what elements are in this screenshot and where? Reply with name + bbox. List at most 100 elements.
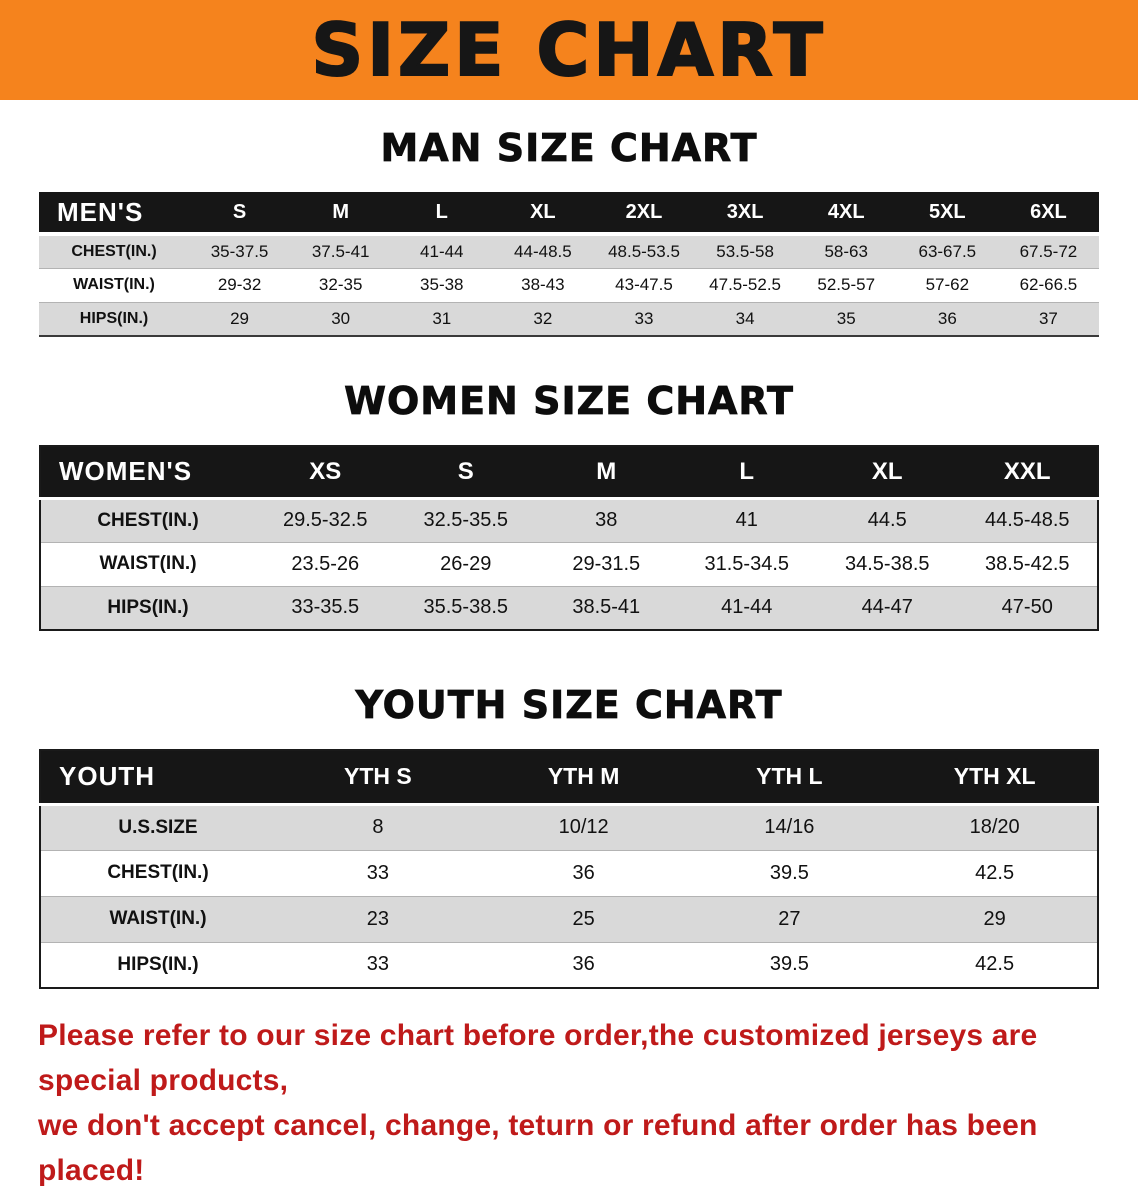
women-size-table: WOMEN'S XS S M L XL XXL CHEST(IN.) 29.5-32.5 32.5… xyxy=(39,445,1099,631)
measurement-value-cell: 25 xyxy=(480,896,687,943)
row-label-cell: HIPS(IN.) xyxy=(40,586,255,631)
measurement-value-cell: 33 xyxy=(593,302,695,337)
size-column-header: S xyxy=(189,192,291,236)
measurement-row: WAIST(IN.) 23 25 27 29 xyxy=(40,896,1098,943)
measurement-value-cell: 42.5 xyxy=(892,850,1098,897)
row-label-cell: WAIST(IN.) xyxy=(40,896,275,943)
measurement-row: HIPS(IN.) 29 30 31 32 33 34 35 36 37 xyxy=(39,302,1099,337)
measurement-row: WAIST(IN.) 29-32 32-35 35-38 38-43 43-47.5 47.… xyxy=(39,268,1099,303)
row-label-cell: HIPS(IN.) xyxy=(40,942,275,989)
measurement-value-cell: 31 xyxy=(391,302,493,337)
row-label-cell: CHEST(IN.) xyxy=(40,498,255,543)
measurement-row: CHEST(IN.) 29.5-32.5 32.5-35.5 38 41 44.5 44.5… xyxy=(40,498,1098,543)
measurement-value-cell: 34 xyxy=(694,302,796,337)
table-title-cell: WOMEN'S xyxy=(40,446,255,500)
size-chart-banner: SIZE CHART xyxy=(0,0,1138,100)
size-column-header: YTH S xyxy=(275,750,481,806)
measurement-value-cell: 47-50 xyxy=(957,586,1098,631)
row-label-cell: U.S.SIZE xyxy=(40,804,275,851)
measurement-value-cell: 47.5-52.5 xyxy=(694,268,796,303)
measurement-value-cell: 58-63 xyxy=(795,234,897,269)
size-column-header: 3XL xyxy=(694,192,796,236)
page-title: SIZE CHART xyxy=(310,8,827,92)
size-column-header: M xyxy=(290,192,392,236)
measurement-value-cell: 33-35.5 xyxy=(255,586,396,631)
measurement-value-cell: 29.5-32.5 xyxy=(255,498,396,543)
size-column-header: L xyxy=(676,446,817,500)
measurement-value-cell: 37 xyxy=(997,302,1099,337)
header-row: WOMEN'S XS S M L XL XXL xyxy=(40,446,1098,500)
measurement-value-cell: 29-31.5 xyxy=(536,542,677,587)
measurement-row: HIPS(IN.) 33-35.5 35.5-38.5 38.5-41 41-44 44-… xyxy=(40,586,1098,631)
measurement-value-cell: 52.5-57 xyxy=(795,268,897,303)
measurement-value-cell: 23 xyxy=(275,896,481,943)
measurement-value-cell: 36 xyxy=(480,942,687,989)
size-column-header: XL xyxy=(492,192,594,236)
measurement-value-cell: 35-37.5 xyxy=(189,234,291,269)
measurement-value-cell: 23.5-26 xyxy=(255,542,396,587)
disclaimer-line-2: we don't accept cancel, change, teturn o… xyxy=(38,1109,1038,1187)
measurement-value-cell: 38.5-41 xyxy=(536,586,677,631)
measurement-value-cell: 34.5-38.5 xyxy=(817,542,958,587)
header-row: YOUTH YTH S YTH M YTH L YTH XL xyxy=(40,750,1098,806)
measurement-value-cell: 35.5-38.5 xyxy=(395,586,536,631)
measurement-value-cell: 10/12 xyxy=(480,804,687,851)
measurement-value-cell: 43-47.5 xyxy=(593,268,695,303)
measurement-value-cell: 33 xyxy=(275,850,481,897)
size-column-header: XL xyxy=(817,446,958,500)
size-column-header: YTH XL xyxy=(892,750,1098,806)
measurement-value-cell: 14/16 xyxy=(686,804,893,851)
measurement-value-cell: 44-48.5 xyxy=(492,234,594,269)
measurement-value-cell: 27 xyxy=(686,896,893,943)
men-size-section: MAN SIZE CHART MEN'S S M L XL 2XL 3XL 4XL 5XL 6XL… xyxy=(0,126,1138,337)
measurement-value-cell: 35-38 xyxy=(391,268,493,303)
measurement-row: CHEST(IN.) 33 36 39.5 42.5 xyxy=(40,850,1098,897)
size-column-header: L xyxy=(391,192,493,236)
size-column-header: 4XL xyxy=(795,192,897,236)
measurement-value-cell: 44.5 xyxy=(817,498,958,543)
measurement-value-cell: 32 xyxy=(492,302,594,337)
size-column-header: YTH M xyxy=(480,750,687,806)
measurement-row: HIPS(IN.) 33 36 39.5 42.5 xyxy=(40,942,1098,989)
measurement-value-cell: 62-66.5 xyxy=(997,268,1099,303)
measurement-value-cell: 29 xyxy=(892,896,1098,943)
measurement-value-cell: 53.5-58 xyxy=(694,234,796,269)
table-title-cell: YOUTH xyxy=(40,750,275,806)
women-size-section: WOMEN SIZE CHART WOMEN'S XS S M L XL XXL CHEST(… xyxy=(0,379,1138,631)
youth-size-table: YOUTH YTH S YTH M YTH L YTH XL U.S.SIZE 8 10/12… xyxy=(39,749,1099,989)
measurement-value-cell: 26-29 xyxy=(395,542,536,587)
size-column-header: XS xyxy=(255,446,396,500)
measurement-value-cell: 37.5-41 xyxy=(290,234,392,269)
size-column-header: YTH L xyxy=(686,750,893,806)
youth-section-heading: YOUTH SIZE CHART xyxy=(355,683,783,728)
size-column-header: 6XL xyxy=(997,192,1099,236)
measurement-value-cell: 67.5-72 xyxy=(997,234,1099,269)
measurement-value-cell: 38 xyxy=(536,498,677,543)
table-title-cell: MEN'S xyxy=(39,192,189,236)
women-section-heading: WOMEN SIZE CHART xyxy=(344,379,794,424)
size-column-header: 5XL xyxy=(896,192,998,236)
size-column-header: 2XL xyxy=(593,192,695,236)
measurement-value-cell: 30 xyxy=(290,302,392,337)
measurement-value-cell: 29 xyxy=(189,302,291,337)
measurement-value-cell: 39.5 xyxy=(686,850,893,897)
measurement-value-cell: 8 xyxy=(275,804,481,851)
measurement-value-cell: 48.5-53.5 xyxy=(593,234,695,269)
measurement-value-cell: 42.5 xyxy=(892,942,1098,989)
measurement-value-cell: 18/20 xyxy=(892,804,1098,851)
measurement-value-cell: 41-44 xyxy=(676,586,817,631)
row-label-cell: CHEST(IN.) xyxy=(40,850,275,897)
youth-size-section: YOUTH SIZE CHART YOUTH YTH S YTH M YTH L YTH… xyxy=(0,683,1138,989)
measurement-value-cell: 32.5-35.5 xyxy=(395,498,536,543)
header-row: MEN'S S M L XL 2XL 3XL 4XL 5XL 6XL xyxy=(39,192,1099,236)
men-size-table: MEN'S S M L XL 2XL 3XL 4XL 5XL 6XL CHEST(IN.) 35-37… xyxy=(39,192,1099,337)
measurement-value-cell: 38.5-42.5 xyxy=(957,542,1098,587)
row-label-cell: CHEST(IN.) xyxy=(39,234,189,269)
measurement-value-cell: 63-67.5 xyxy=(896,234,998,269)
measurement-row: U.S.SIZE 8 10/12 14/16 18/20 xyxy=(40,804,1098,851)
row-label-cell: WAIST(IN.) xyxy=(40,542,255,587)
measurement-value-cell: 44-47 xyxy=(817,586,958,631)
measurement-value-cell: 41 xyxy=(676,498,817,543)
measurement-value-cell: 33 xyxy=(275,942,481,989)
